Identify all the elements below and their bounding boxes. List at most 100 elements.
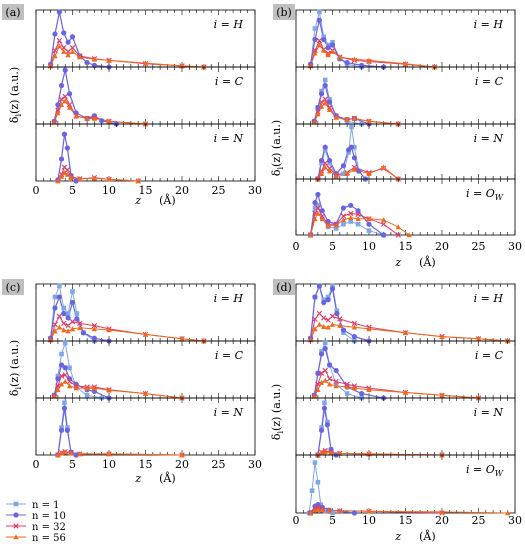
x-axis-label: z (Å)	[134, 193, 175, 207]
data-point	[61, 305, 67, 311]
data-point	[325, 222, 331, 228]
x-tick-label: 10	[362, 240, 376, 253]
data-point	[315, 111, 321, 117]
legend-marker	[13, 512, 19, 518]
x-tick-label: 5	[69, 184, 76, 197]
data-point	[58, 96, 65, 102]
data-point	[62, 93, 68, 100]
data-point	[65, 315, 71, 321]
data-point	[318, 351, 325, 357]
data-point	[62, 378, 68, 384]
data-point	[312, 316, 318, 322]
data-point	[69, 319, 76, 325]
data-point	[58, 373, 65, 379]
data-point	[340, 217, 347, 223]
data-point	[319, 208, 325, 214]
data-point	[59, 425, 64, 430]
data-point	[311, 393, 317, 399]
data-point	[322, 160, 328, 166]
data-point	[65, 311, 71, 316]
data-point	[106, 176, 112, 182]
data-point	[326, 157, 333, 164]
data-point	[64, 171, 70, 177]
data-point	[56, 294, 62, 300]
subplot-label: i = H	[214, 18, 244, 31]
data-point	[326, 106, 333, 112]
data-point	[330, 283, 335, 289]
data-point	[316, 42, 322, 48]
data-point	[351, 155, 357, 161]
data-point	[318, 157, 325, 164]
y-axis-label: δi(z) (a.u.)	[270, 384, 285, 440]
data-point	[84, 392, 90, 398]
data-point	[59, 351, 64, 357]
data-point	[312, 460, 318, 465]
legend-label: n = 32	[32, 522, 66, 533]
legend-marker	[13, 523, 19, 529]
data-point	[340, 163, 347, 169]
data-point	[66, 104, 73, 110]
data-point	[58, 362, 65, 368]
data-point	[406, 232, 412, 238]
data-point	[395, 224, 401, 230]
data-point	[322, 448, 328, 454]
data-point	[439, 333, 445, 339]
data-point	[381, 217, 387, 223]
data-point	[69, 45, 76, 51]
data-point	[402, 60, 409, 66]
data-point	[318, 427, 325, 433]
data-point	[91, 322, 98, 329]
data-point	[344, 116, 350, 122]
data-point	[318, 170, 325, 176]
x-tick-label: 5	[329, 240, 336, 253]
subplot-label: i = C	[475, 349, 504, 362]
data-point	[325, 45, 331, 51]
data-point	[61, 30, 67, 36]
data-point	[62, 365, 68, 371]
data-point	[142, 390, 149, 396]
data-point	[308, 232, 314, 238]
data-point	[315, 203, 321, 208]
data-point	[341, 171, 346, 176]
subplot: i = H	[295, 9, 516, 70]
data-point	[315, 506, 321, 512]
x-tick-label: 20	[435, 240, 449, 253]
data-point	[61, 310, 67, 317]
panel-label: (d)	[276, 281, 292, 294]
subplot: i = N	[35, 123, 256, 184]
subplot-label: i = N	[474, 132, 504, 145]
subplot: i = N	[295, 397, 516, 458]
data-point	[106, 118, 112, 124]
data-point	[66, 91, 73, 97]
data-point	[319, 348, 324, 354]
data-point	[55, 452, 61, 458]
subplot: i = H	[295, 283, 516, 344]
x-tick-label: 10	[102, 184, 116, 197]
data-point	[319, 88, 324, 94]
data-point	[52, 31, 58, 37]
subplot-label: i = N	[214, 406, 244, 419]
data-point	[319, 507, 325, 513]
data-point	[56, 9, 62, 15]
subplot: i = OW	[295, 178, 516, 238]
data-point	[91, 335, 97, 341]
data-point	[321, 36, 327, 43]
data-point	[61, 405, 68, 411]
data-point	[84, 385, 90, 391]
data-point	[64, 145, 70, 151]
subplot-label: i = N	[214, 132, 244, 145]
data-point	[65, 39, 71, 45]
data-point	[325, 419, 330, 425]
data-point	[381, 232, 387, 238]
data-point	[366, 170, 372, 176]
data-point	[439, 509, 445, 515]
subplot: i = C	[295, 66, 516, 127]
legend-marker	[13, 501, 19, 507]
subplot: i = N	[295, 123, 516, 182]
panel-a: (a) i = H i = C i = N 0 5 10 15 20 25 30 z (Å) δi(z) …	[2, 4, 262, 207]
data-point	[348, 144, 355, 150]
data-point	[91, 175, 97, 181]
x-tick-label: 0	[293, 240, 300, 253]
data-point	[80, 330, 87, 336]
data-point	[351, 334, 357, 340]
